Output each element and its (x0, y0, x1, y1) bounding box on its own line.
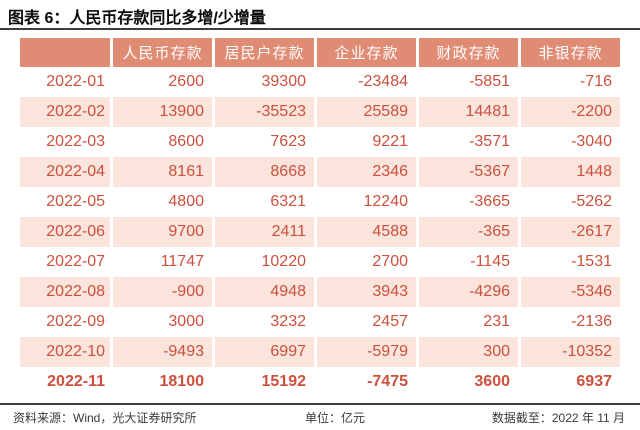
value-cell: -5346 (518, 277, 620, 307)
value-cell: 14481 (416, 97, 518, 127)
value-cell: 3000 (110, 307, 212, 337)
table-row: 2022-09 3000 3232 2457 231 -2136 (20, 307, 620, 337)
value-cell: -1531 (518, 247, 620, 277)
value-cell: 2700 (314, 247, 416, 277)
row-date-cell: 2022-07 (20, 247, 110, 277)
table-row: 2022-02 13900 -35523 25589 14481 -2200 (20, 97, 620, 127)
value-cell: 6321 (212, 187, 314, 217)
value-cell: 10220 (212, 247, 314, 277)
value-cell: -23484 (314, 67, 416, 97)
value-cell: 11747 (110, 247, 212, 277)
value-cell: 4800 (110, 187, 212, 217)
value-cell: 4588 (314, 217, 416, 247)
row-date-cell: 2022-06 (20, 217, 110, 247)
value-cell: -4296 (416, 277, 518, 307)
value-cell: 7623 (212, 127, 314, 157)
value-cell: 13900 (110, 97, 212, 127)
value-cell: 8161 (110, 157, 212, 187)
row-date-cell: 2022-08 (20, 277, 110, 307)
value-cell: -5851 (416, 67, 518, 97)
value-cell: 8600 (110, 127, 212, 157)
title-divider (0, 28, 640, 30)
value-cell: 6937 (518, 367, 620, 397)
footer-unit: 单位：亿元 (305, 411, 366, 425)
value-cell: 18100 (110, 367, 212, 397)
value-cell: -1145 (416, 247, 518, 277)
value-cell: 12240 (314, 187, 416, 217)
value-cell: -5262 (518, 187, 620, 217)
value-cell: 15192 (212, 367, 314, 397)
value-cell: 6997 (212, 337, 314, 367)
table-header-row: 人民币存款 居民户存款 企业存款 财政存款 非银存款 (20, 38, 620, 67)
value-cell: 2346 (314, 157, 416, 187)
value-cell: 9700 (110, 217, 212, 247)
row-date-cell: 2022-01 (20, 67, 110, 97)
value-cell: -3571 (416, 127, 518, 157)
table-row: 2022-04 8161 8668 2346 -5367 1448 (20, 157, 620, 187)
value-cell: -35523 (212, 97, 314, 127)
row-date-cell: 2022-11 (20, 367, 110, 397)
table-row: 2022-07 11747 10220 2700 -1145 -1531 (20, 247, 620, 277)
footer-data-as-of: 数据截至：2022 年 11 月 (491, 411, 625, 425)
row-date-cell: 2022-09 (20, 307, 110, 337)
table-row: 2022-01 2600 39300 -23484 -5851 -716 (20, 67, 620, 97)
value-cell: 2411 (212, 217, 314, 247)
value-cell: -3040 (518, 127, 620, 157)
table-row: 2022-03 8600 7623 9221 -3571 -3040 (20, 127, 620, 157)
table-row: 2022-08 -900 4948 3943 -4296 -5346 (20, 277, 620, 307)
value-cell: 8668 (212, 157, 314, 187)
col-header-blank (20, 38, 110, 67)
value-cell: -5367 (416, 157, 518, 187)
value-cell: 3600 (416, 367, 518, 397)
value-cell: 231 (416, 307, 518, 337)
value-cell: -3665 (416, 187, 518, 217)
value-cell: -2200 (518, 97, 620, 127)
value-cell: 3232 (212, 307, 314, 337)
row-date-cell: 2022-10 (20, 337, 110, 367)
value-cell: -365 (416, 217, 518, 247)
row-date-cell: 2022-05 (20, 187, 110, 217)
table-row: 2022-11 18100 15192 -7475 3600 6937 (20, 367, 620, 397)
table-body: 2022-01 2600 39300 -23484 -5851 -716 2022-02 13… (20, 67, 620, 397)
value-cell: -5979 (314, 337, 416, 367)
value-cell: 39300 (212, 67, 314, 97)
value-cell: -7475 (314, 367, 416, 397)
value-cell: 1448 (518, 157, 620, 187)
value-cell: 300 (416, 337, 518, 367)
value-cell: 25589 (314, 97, 416, 127)
row-date-cell: 2022-04 (20, 157, 110, 187)
footer-source: 资料来源：Wind，光大证券研究所 (13, 411, 197, 425)
value-cell: -2617 (518, 217, 620, 247)
col-header-household-deposits: 居民户存款 (212, 38, 314, 67)
value-cell: 4948 (212, 277, 314, 307)
value-cell: -716 (518, 67, 620, 97)
table-row: 2022-05 4800 6321 12240 -3665 -5262 (20, 187, 620, 217)
col-header-corporate-deposits: 企业存款 (314, 38, 416, 67)
row-date-cell: 2022-02 (20, 97, 110, 127)
table-row: 2022-10 -9493 6997 -5979 300 -10352 (20, 337, 620, 367)
value-cell: -9493 (110, 337, 212, 367)
table-row: 2022-06 9700 2411 4588 -365 -2617 (20, 217, 620, 247)
footer-divider (0, 403, 640, 405)
col-header-nonbank-deposits: 非银存款 (518, 38, 620, 67)
value-cell: 2457 (314, 307, 416, 337)
page-title: 图表 6：人民币存款同比多增/少增量 (8, 10, 266, 27)
row-date-cell: 2022-03 (20, 127, 110, 157)
value-cell: -10352 (518, 337, 620, 367)
value-cell: -900 (110, 277, 212, 307)
value-cell: -2136 (518, 307, 620, 337)
col-header-fiscal-deposits: 财政存款 (416, 38, 518, 67)
value-cell: 2600 (110, 67, 212, 97)
deposit-table: 人民币存款 居民户存款 企业存款 财政存款 非银存款 2022-01 2600 39… (20, 38, 620, 397)
col-header-rmb-deposits: 人民币存款 (110, 38, 212, 67)
value-cell: 9221 (314, 127, 416, 157)
value-cell: 3943 (314, 277, 416, 307)
